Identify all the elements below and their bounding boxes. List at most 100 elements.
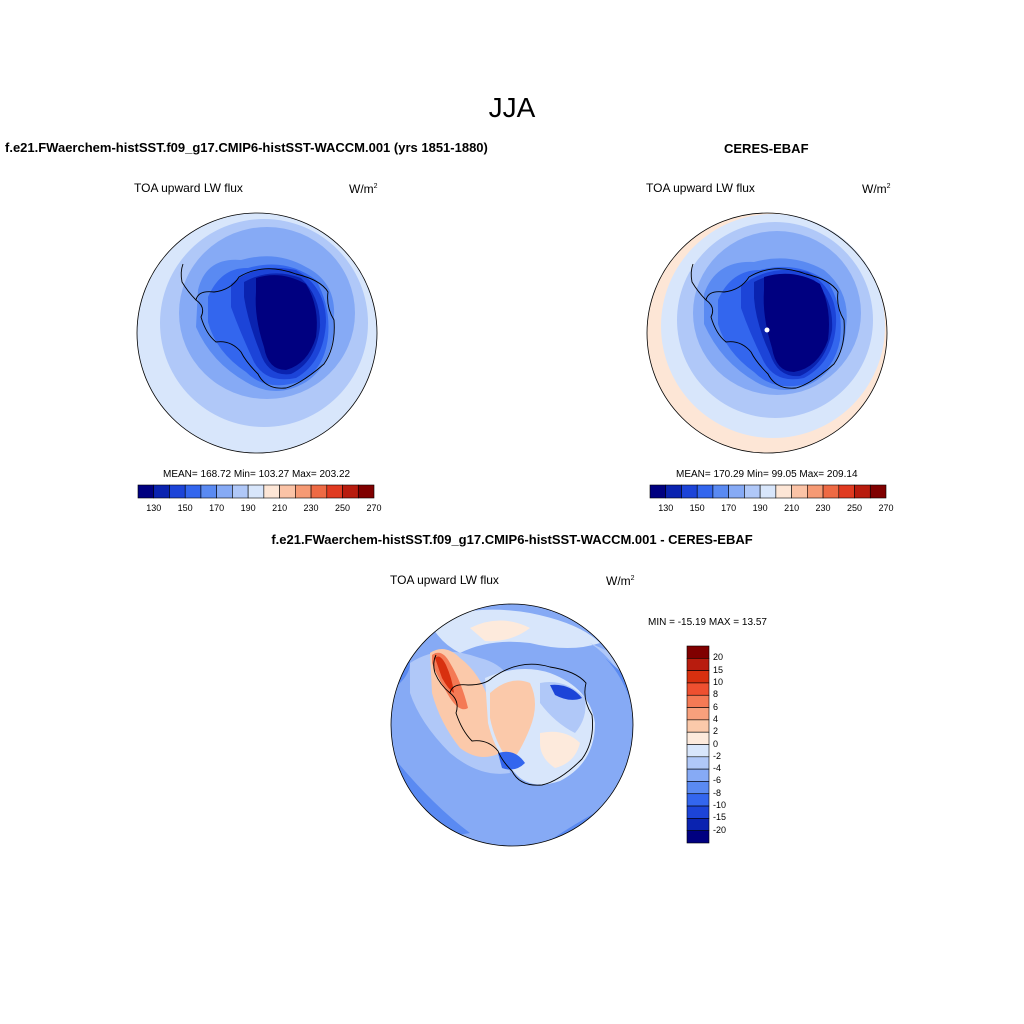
panel-2-polar-map [646, 212, 888, 454]
colorbar-swatch [686, 658, 710, 671]
colorbar-swatch [686, 781, 710, 795]
colorbar-tick-label: 190 [752, 503, 768, 513]
colorbar-swatch [295, 484, 312, 499]
colorbar-tick-label: -2 [713, 750, 722, 761]
antarctic-peninsula [433, 654, 451, 694]
colorbar-swatch [247, 484, 265, 499]
panel-1-variable: TOA upward LW flux [134, 181, 243, 195]
panel-2-units: W/m2 [862, 182, 891, 196]
panel-2-contours [647, 213, 887, 453]
colorbar-tick-label: 15 [713, 664, 724, 675]
colorbar-swatch [728, 484, 745, 499]
colorbar-swatch [712, 484, 729, 499]
panel-2-colorbar-ticks: 130 150 170 190 210 230 250 270 [650, 503, 893, 515]
colorbar-swatch [649, 484, 667, 499]
colorbar-swatch [686, 682, 710, 696]
panel-2-colorbar [649, 484, 887, 499]
panel-3-stats: MIN = -15.19 MAX = 13.57 [648, 617, 767, 628]
panel-3-colorbar-ticks: 20 15 10 8 6 4 2 0 -2 -4 -6 -8 -10 -15 -20 [713, 646, 753, 843]
panel-1-title: f.e21.FWaerchem-histSST.f09_g17.CMIP6-hi… [5, 140, 488, 155]
colorbar-swatch [775, 484, 792, 499]
panel-1-polar-map [136, 212, 378, 454]
colorbar-swatch [137, 484, 155, 499]
colorbar-swatch [744, 484, 761, 499]
colorbar-tick-label: 2 [713, 726, 719, 737]
colorbar-swatch [822, 484, 840, 499]
colorbar-swatch [791, 484, 808, 499]
antarctic-peninsula [690, 263, 707, 301]
colorbar-swatch [216, 484, 233, 499]
colorbar-swatch [696, 484, 714, 499]
colorbar-tick-label: 130 [146, 503, 162, 513]
colorbar-tick-label: 210 [272, 503, 288, 513]
colorbar-swatch [686, 694, 710, 708]
colorbar-tick-label: 10 [713, 676, 724, 687]
panel-2-stats: MEAN= 170.29 Min= 99.05 Max= 209.14 [676, 469, 858, 480]
antarctic-peninsula [180, 263, 197, 301]
panel-2-title: CERES-EBAF [724, 141, 809, 156]
colorbar-tick-label: 4 [713, 713, 719, 724]
panel-3-units: W/m2 [606, 574, 635, 588]
colorbar-swatch [153, 484, 170, 499]
colorbar-swatch [686, 645, 710, 659]
colorbar-swatch [681, 484, 698, 499]
colorbar-swatch [686, 793, 710, 807]
panel-3-title: f.e21.FWaerchem-histSST.f09_g17.CMIP6-hi… [271, 532, 753, 547]
colorbar-tick-label: 270 [366, 503, 382, 513]
colorbar-tick-label: -10 [713, 800, 727, 811]
colorbar-swatch [869, 484, 887, 499]
colorbar-tick-label: 170 [721, 503, 737, 513]
colorbar-swatch [279, 484, 296, 499]
colorbar-swatch [686, 768, 710, 782]
colorbar-tick-label: 130 [658, 503, 674, 513]
colorbar-tick-label: 150 [177, 503, 193, 513]
panel-1-stats: MEAN= 168.72 Min= 103.27 Max= 203.22 [163, 469, 351, 480]
panel-1-colorbar [137, 484, 375, 499]
colorbar-swatch [200, 484, 217, 499]
colorbar-tick-label: 20 [713, 652, 724, 663]
colorbar-tick-label: 190 [240, 503, 256, 513]
panel-1-colorbar-ticks: 130 150 170 190 210 230 250 270 [138, 503, 381, 515]
colorbar-tick-label: 270 [878, 503, 894, 513]
colorbar-tick-label: -20 [713, 824, 727, 835]
colorbar-tick-label: 150 [689, 503, 705, 513]
colorbar-tick-label: -8 [713, 787, 722, 798]
colorbar-swatch [686, 756, 710, 770]
colorbar-tick-label: 250 [335, 503, 351, 513]
colorbar-swatch [759, 484, 777, 499]
colorbar-swatch [838, 484, 855, 499]
colorbar-swatch [263, 484, 280, 499]
season-title: JJA [488, 92, 536, 123]
colorbar-swatch [342, 484, 359, 499]
colorbar-tick-label: 6 [713, 701, 719, 712]
colorbar-swatch [686, 830, 710, 844]
colorbar-tick-label: 230 [303, 503, 319, 513]
colorbar-tick-label: 8 [713, 689, 719, 700]
colorbar-swatch [310, 484, 328, 499]
colorbar-swatch [665, 484, 682, 499]
colorbar-tick-label: 170 [209, 503, 225, 513]
colorbar-swatch [169, 484, 186, 499]
colorbar-swatch [686, 719, 710, 733]
panel-3-polar-map [390, 603, 634, 847]
colorbar-swatch [686, 731, 710, 745]
panel-1-contours [137, 213, 377, 453]
panel-3-variable: TOA upward LW flux [390, 573, 499, 587]
colorbar-tick-label: 210 [784, 503, 800, 513]
colorbar-swatch [184, 484, 202, 499]
colorbar-tick-label: 0 [713, 738, 719, 749]
colorbar-tick-label: 230 [815, 503, 831, 513]
colorbar-tick-label: 250 [847, 503, 863, 513]
colorbar-swatch [326, 484, 343, 499]
colorbar-swatch [357, 484, 375, 499]
colorbar-tick-label: -6 [713, 775, 722, 786]
colorbar-swatch [807, 484, 824, 499]
colorbar-tick-label: -15 [713, 812, 727, 823]
colorbar-swatch [686, 805, 710, 819]
colorbar-swatch [686, 744, 710, 758]
panel-3-colorbar [686, 645, 710, 844]
panel-2-variable: TOA upward LW flux [646, 181, 755, 195]
colorbar-swatch [686, 707, 710, 721]
colorbar-swatch [686, 670, 710, 684]
colorbar-tick-label: -4 [713, 763, 722, 774]
